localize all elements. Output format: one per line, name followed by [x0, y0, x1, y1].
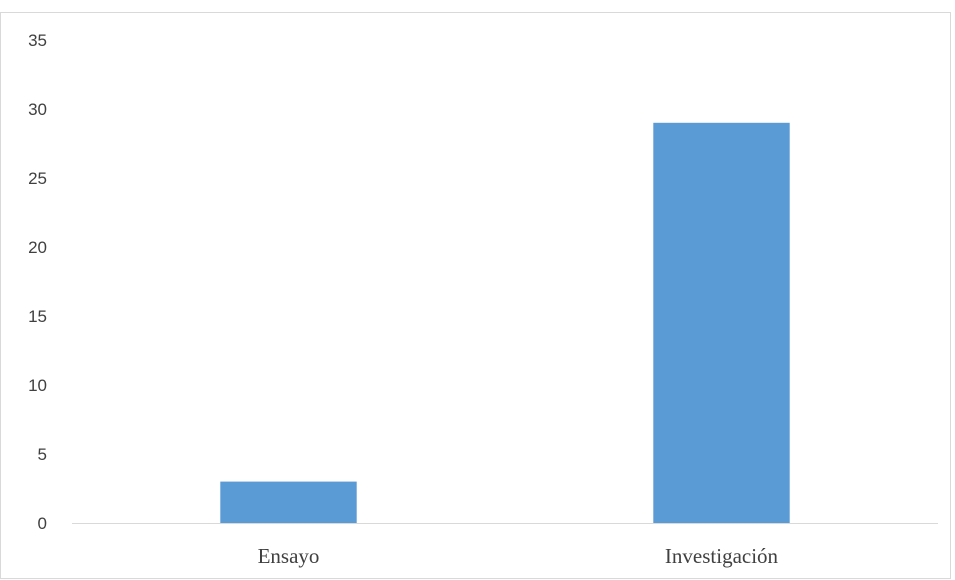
y-tick-label: 10 [28, 376, 47, 395]
x-tick-label: Investigación [665, 544, 779, 568]
y-tick-label: 20 [28, 238, 47, 257]
y-tick-label: 0 [38, 514, 47, 533]
y-tick-label: 35 [28, 31, 47, 50]
y-tick-label: 5 [38, 445, 47, 464]
y-axis-ticks: 0 5 10 15 20 25 30 35 [28, 31, 47, 533]
x-tick-label: Ensayo [258, 544, 320, 568]
bar-investigacion [653, 122, 790, 524]
y-tick-label: 25 [28, 169, 47, 188]
chart-border [0, 12, 951, 579]
x-axis-ticks: Ensayo Investigación [258, 544, 779, 568]
bar-ensayo [220, 481, 357, 523]
bars [220, 122, 790, 524]
y-tick-label: 30 [28, 100, 47, 119]
y-tick-label: 15 [28, 307, 47, 326]
